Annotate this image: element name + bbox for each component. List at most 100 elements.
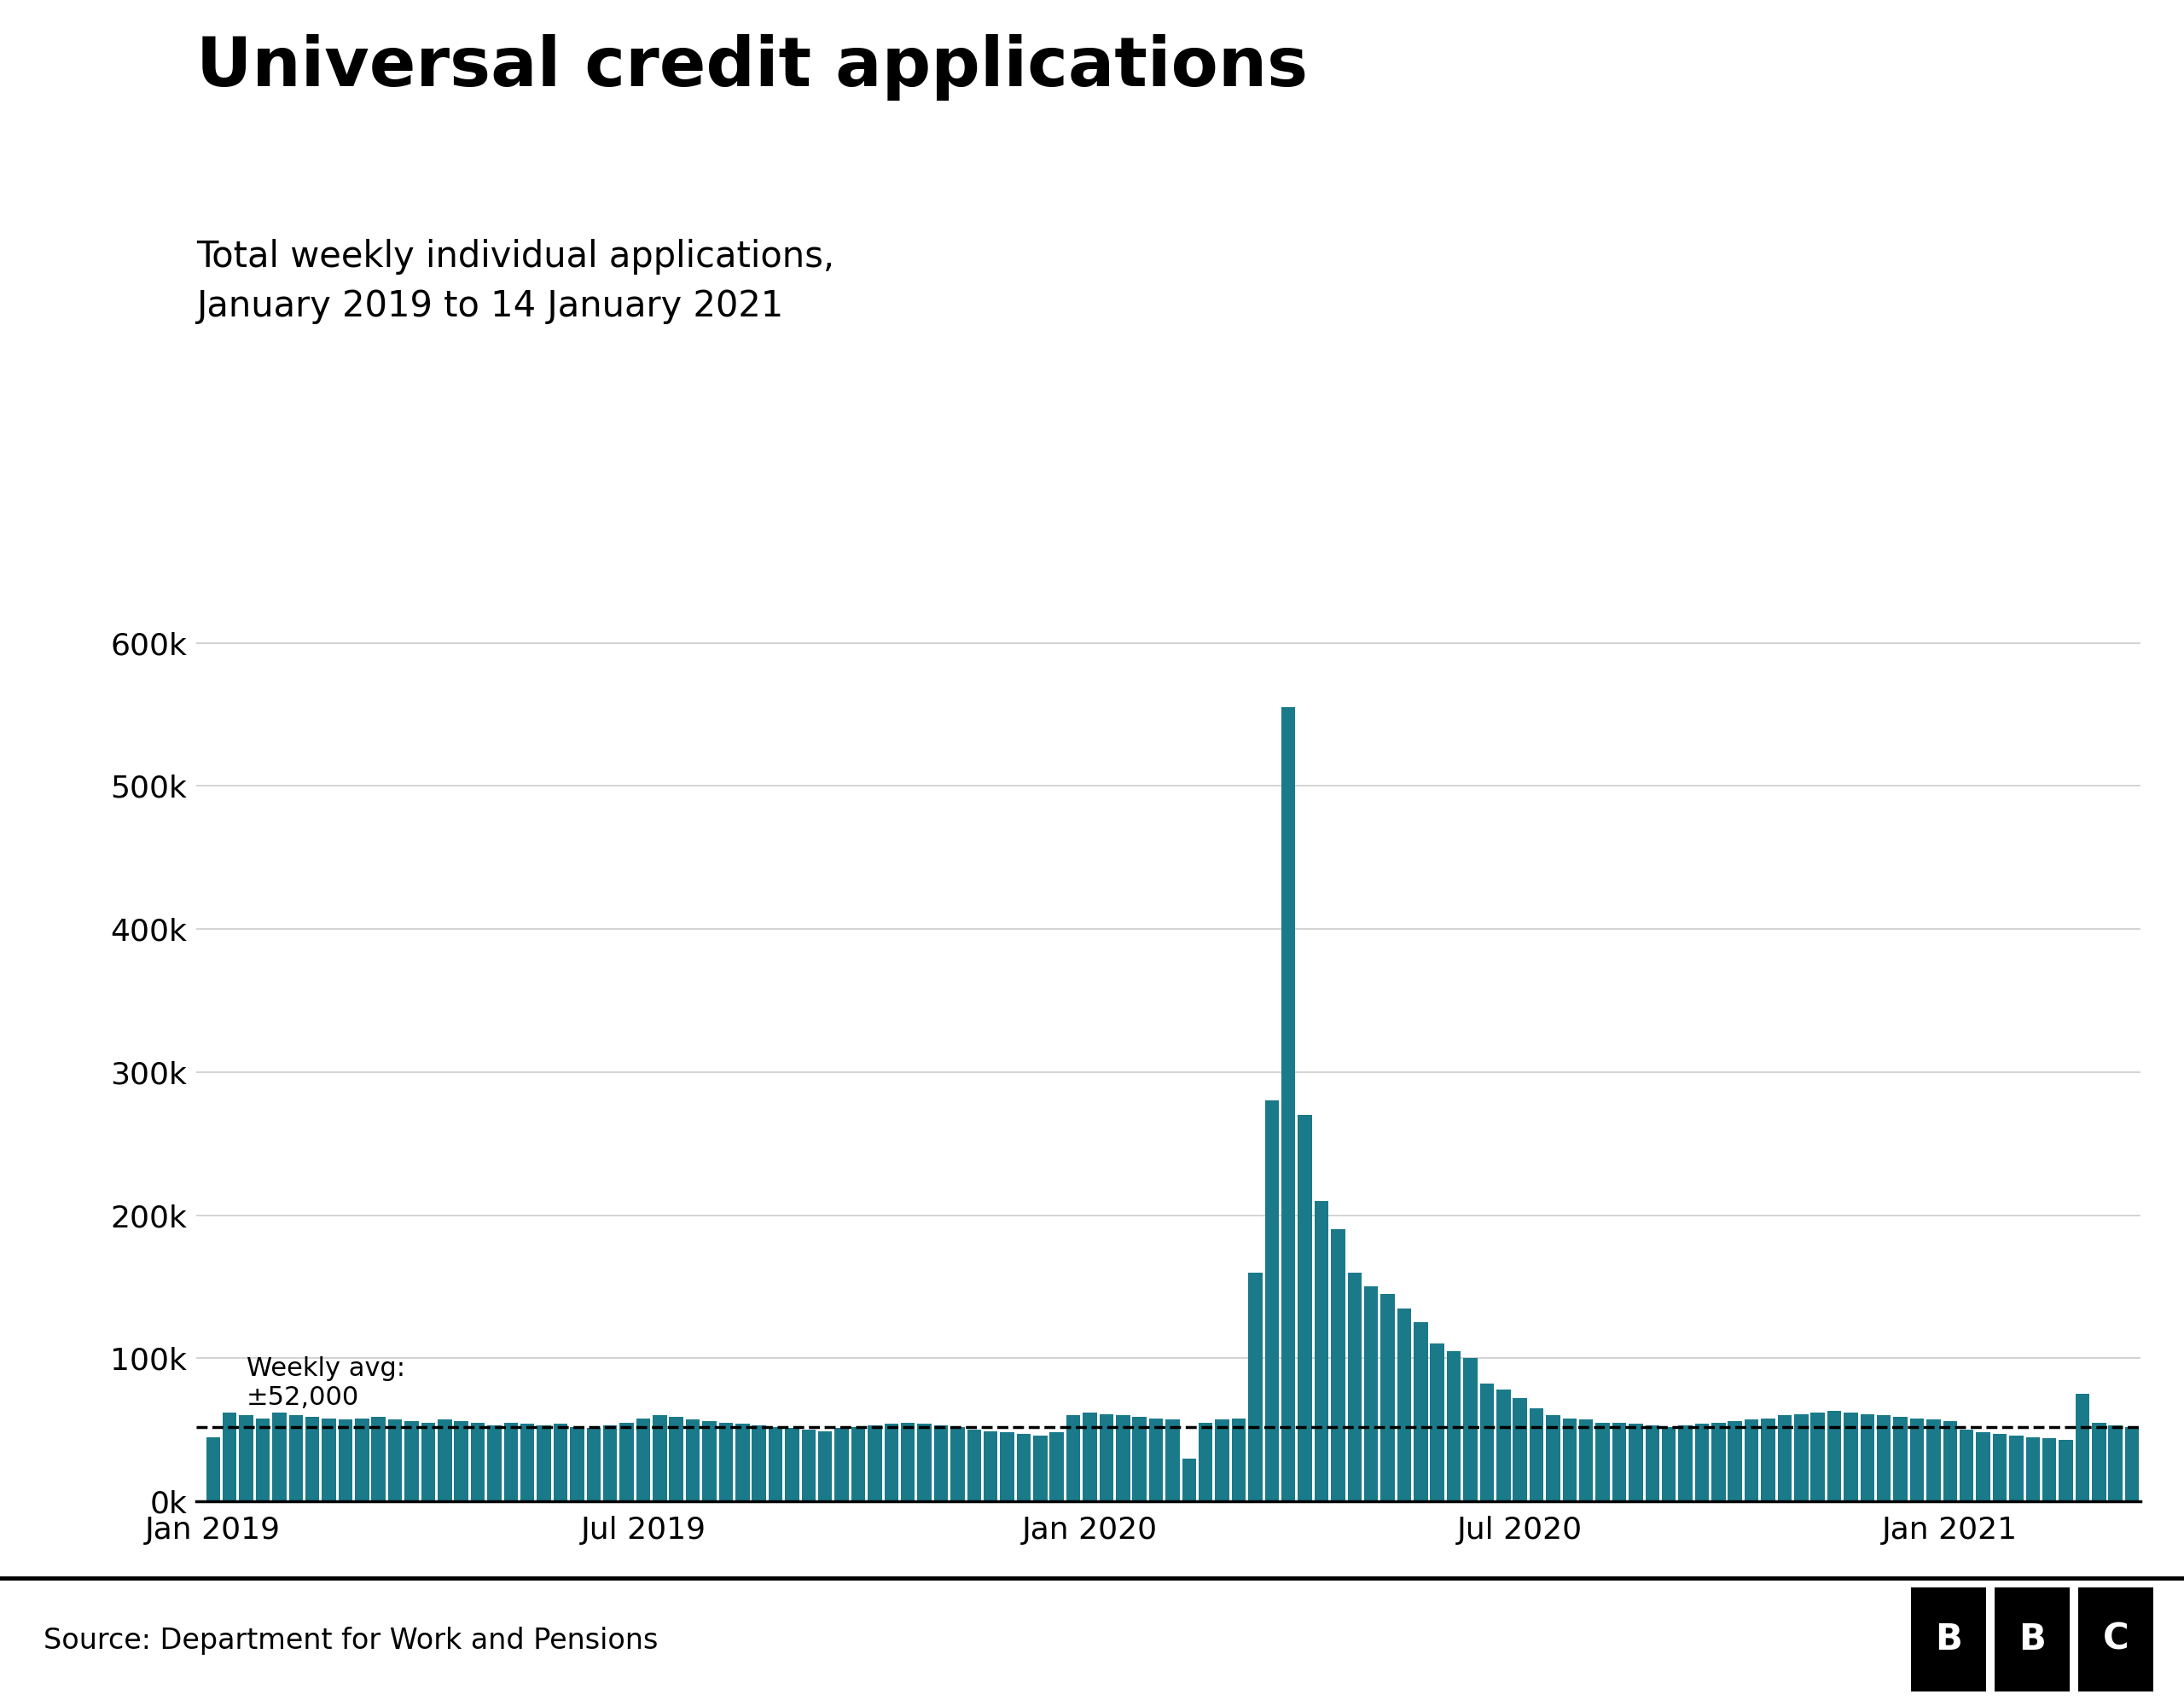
Bar	[1911, 1587, 1987, 1692]
Bar	[1994, 1587, 2070, 1692]
Bar	[288, 1416, 304, 1501]
Bar	[1083, 1413, 1096, 1501]
Bar	[1446, 1351, 1461, 1501]
Bar	[1795, 1414, 1808, 1501]
Text: Total weekly individual applications,
January 2019 to 14 January 2021: Total weekly individual applications, Ja…	[197, 239, 834, 324]
Bar	[1133, 1418, 1147, 1501]
Bar	[1811, 1413, 1826, 1501]
Bar	[570, 1426, 583, 1501]
Bar	[1612, 1423, 1627, 1501]
Bar	[1911, 1418, 1924, 1501]
Bar	[2079, 1587, 2153, 1692]
Bar	[1861, 1414, 1874, 1501]
Bar	[1214, 1419, 1230, 1501]
Bar	[1315, 1201, 1328, 1501]
Bar	[1182, 1459, 1197, 1501]
Bar	[321, 1418, 336, 1501]
Bar	[950, 1426, 965, 1501]
Bar	[422, 1423, 435, 1501]
Bar	[1926, 1419, 1942, 1501]
Bar	[1463, 1358, 1476, 1501]
Bar	[1579, 1419, 1592, 1501]
Bar	[1876, 1416, 1891, 1501]
Bar	[437, 1419, 452, 1501]
Text: Weekly avg:
±52,000: Weekly avg: ±52,000	[247, 1356, 404, 1409]
Bar	[1959, 1430, 1974, 1501]
Bar	[1843, 1413, 1859, 1501]
Bar	[983, 1431, 998, 1501]
Bar	[802, 1430, 815, 1501]
Bar	[487, 1426, 502, 1501]
Bar	[1265, 1100, 1280, 1501]
Bar	[1398, 1309, 1411, 1501]
Bar	[1645, 1426, 1660, 1501]
Bar	[1778, 1416, 1791, 1501]
Bar	[2027, 1436, 2040, 1501]
Bar	[1116, 1416, 1129, 1501]
Bar	[1529, 1407, 1544, 1501]
Bar	[1018, 1435, 1031, 1501]
Bar	[404, 1421, 419, 1501]
Bar	[1992, 1435, 2007, 1501]
Bar	[1380, 1293, 1396, 1501]
Bar	[668, 1418, 684, 1501]
Bar	[1033, 1435, 1048, 1501]
Bar	[852, 1426, 865, 1501]
Bar	[1166, 1419, 1179, 1501]
Bar	[553, 1425, 568, 1501]
Bar	[653, 1416, 666, 1501]
Bar	[1249, 1273, 1262, 1501]
Bar	[603, 1426, 618, 1501]
Bar	[1297, 1116, 1313, 1501]
Bar	[1760, 1418, 1776, 1501]
Bar	[1677, 1426, 1693, 1501]
Bar	[751, 1426, 767, 1501]
Bar	[968, 1430, 981, 1501]
Bar	[1330, 1230, 1345, 1501]
Bar	[1514, 1399, 1527, 1501]
Bar	[339, 1419, 352, 1501]
Bar	[719, 1423, 734, 1501]
Bar	[1066, 1416, 1081, 1501]
Bar	[223, 1413, 236, 1501]
Bar	[1977, 1433, 1990, 1501]
Bar	[205, 1436, 221, 1501]
Bar	[1745, 1419, 1758, 1501]
Bar	[819, 1431, 832, 1501]
Bar	[867, 1426, 882, 1501]
Bar	[537, 1426, 550, 1501]
Bar	[454, 1421, 467, 1501]
Bar	[520, 1425, 535, 1501]
Bar	[1546, 1416, 1559, 1501]
Bar	[703, 1421, 716, 1501]
Bar	[1894, 1418, 1907, 1501]
Bar	[472, 1423, 485, 1501]
Bar	[2075, 1394, 2090, 1501]
Bar	[1199, 1423, 1212, 1501]
Bar	[900, 1423, 915, 1501]
Bar	[1712, 1423, 1725, 1501]
Bar	[935, 1426, 948, 1501]
Bar	[1282, 708, 1295, 1501]
Bar	[1728, 1421, 1743, 1501]
Bar	[240, 1416, 253, 1501]
Bar	[1597, 1423, 1610, 1501]
Text: B: B	[1935, 1621, 1961, 1658]
Bar	[2009, 1435, 2022, 1501]
Bar	[256, 1418, 271, 1501]
Bar	[636, 1418, 651, 1501]
Bar	[1348, 1273, 1361, 1501]
Bar	[1000, 1433, 1013, 1501]
Bar	[1099, 1414, 1114, 1501]
Bar	[620, 1423, 633, 1501]
Bar	[1413, 1322, 1428, 1501]
Bar	[1629, 1425, 1642, 1501]
Bar	[306, 1418, 319, 1501]
Bar	[1365, 1286, 1378, 1501]
Bar	[2092, 1423, 2105, 1501]
Bar	[1944, 1421, 1957, 1501]
Bar	[885, 1425, 898, 1501]
Text: B: B	[2018, 1621, 2046, 1658]
Text: Source: Department for Work and Pensions: Source: Department for Work and Pensions	[44, 1628, 657, 1655]
Bar	[587, 1428, 601, 1501]
